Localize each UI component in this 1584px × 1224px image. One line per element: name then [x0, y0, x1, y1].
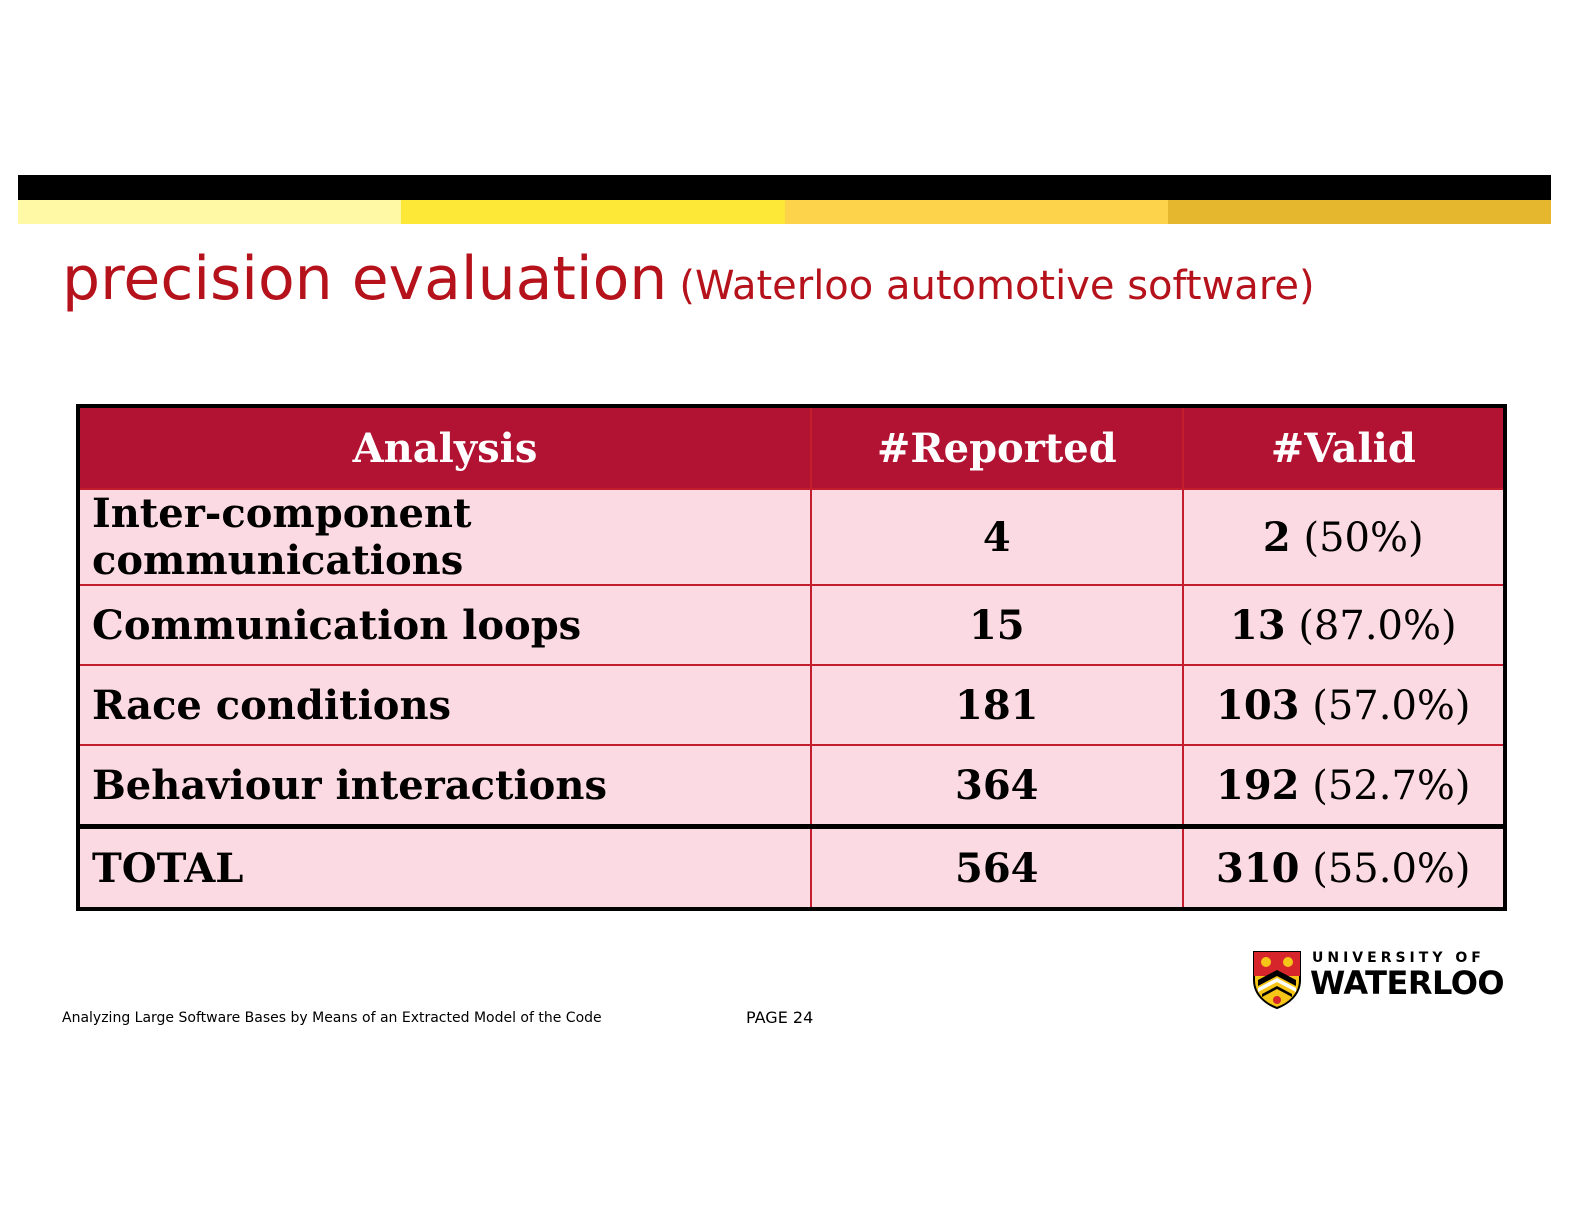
cell-analysis: Inter-component communications: [76, 488, 813, 586]
cell-valid: 192 (52.7%): [1181, 744, 1507, 828]
results-table: Analysis #Reported #Valid Inter-componen…: [76, 404, 1507, 911]
band-segment-3: [784, 200, 1168, 224]
cell-reported: 4: [810, 488, 1184, 586]
table-row: Behaviour interactions 364 192 (52.7%): [76, 744, 1507, 828]
slide-title: precision evaluation (Waterloo automotive…: [62, 244, 1315, 314]
logo-text-main: WATERLOO: [1310, 964, 1505, 1002]
valid-percent: (50%): [1303, 514, 1424, 561]
university-logo: UNIVERSITY OF WATERLOO: [1252, 950, 1505, 1012]
cell-total-reported: 564: [810, 824, 1184, 910]
header-reported: #Reported: [810, 405, 1184, 490]
logo-text-top: UNIVERSITY OF: [1312, 950, 1485, 966]
table-row: Inter-component communications 4 2 (50%): [76, 488, 1507, 586]
header-analysis: Analysis: [76, 405, 813, 490]
cell-analysis: Behaviour interactions: [76, 744, 813, 828]
page-number: PAGE 24: [746, 1008, 814, 1027]
valid-count: 310: [1216, 844, 1300, 892]
valid-count: 192: [1216, 761, 1300, 809]
band-segment-1: [18, 200, 402, 224]
valid-count: 2: [1262, 513, 1291, 561]
cell-total-label: TOTAL: [76, 824, 813, 910]
valid-percent: (52.7%): [1312, 762, 1471, 809]
cell-valid: 103 (57.0%): [1181, 664, 1507, 746]
valid-count: 13: [1229, 601, 1286, 649]
footer-title: Analyzing Large Software Bases by Means …: [62, 1010, 602, 1026]
cell-valid: 2 (50%): [1181, 488, 1507, 586]
valid-percent: (87.0%): [1298, 602, 1457, 649]
band-segment-4: [1167, 200, 1551, 224]
cell-analysis: Communication loops: [76, 584, 813, 666]
header-valid: #Valid: [1181, 405, 1507, 490]
cell-valid: 13 (87.0%): [1181, 584, 1507, 666]
shield-icon: [1253, 951, 1301, 1010]
slide-title-main: precision evaluation: [62, 244, 668, 314]
table-header-row: Analysis #Reported #Valid: [76, 405, 1507, 490]
cell-reported: 364: [810, 744, 1184, 828]
cell-reported: 181: [810, 664, 1184, 746]
cell-total-valid: 310 (55.0%): [1181, 824, 1507, 910]
valid-percent: (55.0%): [1312, 845, 1471, 892]
header-color-band: [18, 200, 1551, 224]
valid-count: 103: [1216, 681, 1300, 729]
band-segment-2: [401, 200, 785, 224]
table-row: Communication loops 15 13 (87.0%): [76, 584, 1507, 666]
table-row: Race conditions 181 103 (57.0%): [76, 664, 1507, 746]
cell-analysis: Race conditions: [76, 664, 813, 746]
valid-percent: (57.0%): [1312, 682, 1471, 729]
header-rule: [18, 175, 1551, 200]
slide-title-sub: (Waterloo automotive software): [679, 263, 1315, 309]
cell-reported: 15: [810, 584, 1184, 666]
table-total-row: TOTAL 564 310 (55.0%): [76, 824, 1507, 910]
